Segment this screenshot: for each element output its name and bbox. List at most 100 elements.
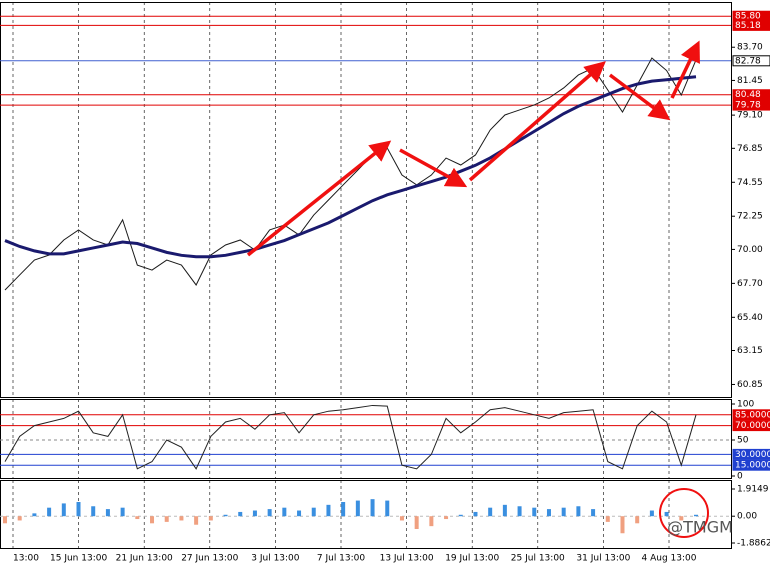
histogram-bar [341, 501, 346, 517]
y-tick-label: 67.70 [737, 279, 763, 289]
x-tick-label: 4 Aug 13:00 [642, 554, 697, 564]
y-tick-label: 81.45 [737, 76, 763, 86]
x-tick-label: 3 Jul 13:00 [251, 554, 300, 564]
histogram-bar [694, 514, 698, 517]
histogram-bar [473, 511, 478, 517]
arrow [608, 73, 671, 121]
level-label: 85.80 [735, 12, 761, 22]
level-label-box [732, 459, 770, 471]
histogram-bar [458, 514, 463, 517]
histogram-bar [135, 516, 140, 520]
level-label: 82.78 [735, 56, 761, 66]
histogram-bar [370, 499, 375, 517]
watermark: @TMGM [667, 518, 733, 537]
y-tick-label: 1.9149 [737, 485, 769, 495]
histogram-bar [635, 516, 640, 524]
histogram-bar [546, 509, 551, 517]
histogram-bar [429, 516, 434, 527]
histogram-bar [414, 516, 419, 529]
level-label-box [732, 19, 770, 31]
y-tick-label: 79.10 [737, 111, 763, 121]
histogram-bar [179, 516, 184, 521]
y-tick-label: 65.40 [737, 313, 763, 323]
y-tick-label: 100 [737, 400, 754, 410]
histogram-bar [208, 516, 213, 521]
level-label-box [732, 448, 770, 460]
histogram-bar [517, 506, 522, 517]
y-tick-label: -1.8862 [737, 539, 770, 549]
histogram-bar [311, 507, 316, 517]
x-tick-label: 25 Jul 13:00 [511, 554, 565, 564]
histogram-bar [47, 507, 52, 517]
highlight-circle [659, 488, 709, 538]
histogram-bar [164, 516, 169, 522]
histogram-bar [326, 504, 331, 517]
level-label: 80.48 [735, 90, 761, 100]
histogram-bar [267, 509, 272, 517]
x-tick-label: 7 Jul 13:00 [317, 554, 366, 564]
x-tick-label: 19 Jul 13:00 [445, 554, 499, 564]
histogram-bar [620, 516, 625, 534]
histogram-bar [561, 507, 566, 517]
annotations [246, 40, 709, 538]
histogram-bar [385, 500, 390, 517]
x-tick-label: 13:00 [13, 554, 39, 564]
y-tick-label: 0 [737, 472, 743, 482]
y-tick-label: 70.00 [737, 245, 763, 255]
y-tick-label: 0.00 [737, 512, 757, 522]
histogram-bar [252, 510, 257, 517]
histogram-bar [120, 507, 125, 517]
histogram-bar [488, 507, 493, 517]
histogram-bar [17, 516, 22, 521]
histogram-bar [355, 500, 360, 517]
arrow [468, 61, 606, 182]
series-line [4, 57, 697, 291]
series-line [4, 75, 697, 259]
histogram-bar [502, 504, 507, 517]
y-tick-label: 50 [737, 436, 749, 446]
histogram-bar [223, 514, 228, 517]
histogram-bar [105, 509, 110, 517]
histogram-bar [399, 516, 404, 521]
level-label: 85.0000 [735, 410, 770, 420]
x-tick-label: 21 Jun 13:00 [116, 554, 173, 564]
series-line [4, 404, 697, 470]
level-label: 85.18 [735, 21, 761, 31]
arrow [670, 40, 700, 99]
level-label: 70.0000 [735, 421, 770, 431]
arrow [246, 140, 392, 257]
histogram-bar [591, 509, 596, 517]
histogram-bar [91, 506, 96, 517]
histogram-bar [679, 516, 684, 521]
histogram-bar [297, 510, 302, 517]
histogram-bar [576, 506, 581, 517]
histogram-bar [3, 516, 7, 524]
x-tick-label: 31 Jul 13:00 [576, 554, 630, 564]
y-tick-label: 60.85 [737, 380, 763, 390]
level-label-box [732, 420, 770, 432]
level-label-box [732, 55, 770, 67]
level-label: 79.78 [735, 101, 761, 111]
panel-frame [0, 399, 732, 479]
level-label: 30.0000 [735, 450, 770, 460]
y-tick-label: 63.15 [737, 346, 763, 356]
histogram-bar [76, 501, 81, 517]
level-label: 15.0000 [735, 461, 770, 471]
arrow [399, 148, 468, 188]
histogram-bar [664, 511, 669, 517]
histogram-bar [444, 516, 449, 520]
histogram-bar [605, 516, 610, 522]
x-tick-label: 13 Jul 13:00 [380, 554, 434, 564]
histogram-bar [238, 511, 243, 517]
panel-frame [0, 2, 732, 398]
histogram-bar [532, 507, 537, 517]
histogram-bar [150, 516, 155, 524]
y-tick-label: 74.55 [737, 178, 763, 188]
x-tick-label: 27 Jun 13:00 [181, 554, 238, 564]
panel-frame [0, 480, 732, 549]
histogram-bar [61, 503, 66, 517]
level-label-box [732, 99, 770, 111]
